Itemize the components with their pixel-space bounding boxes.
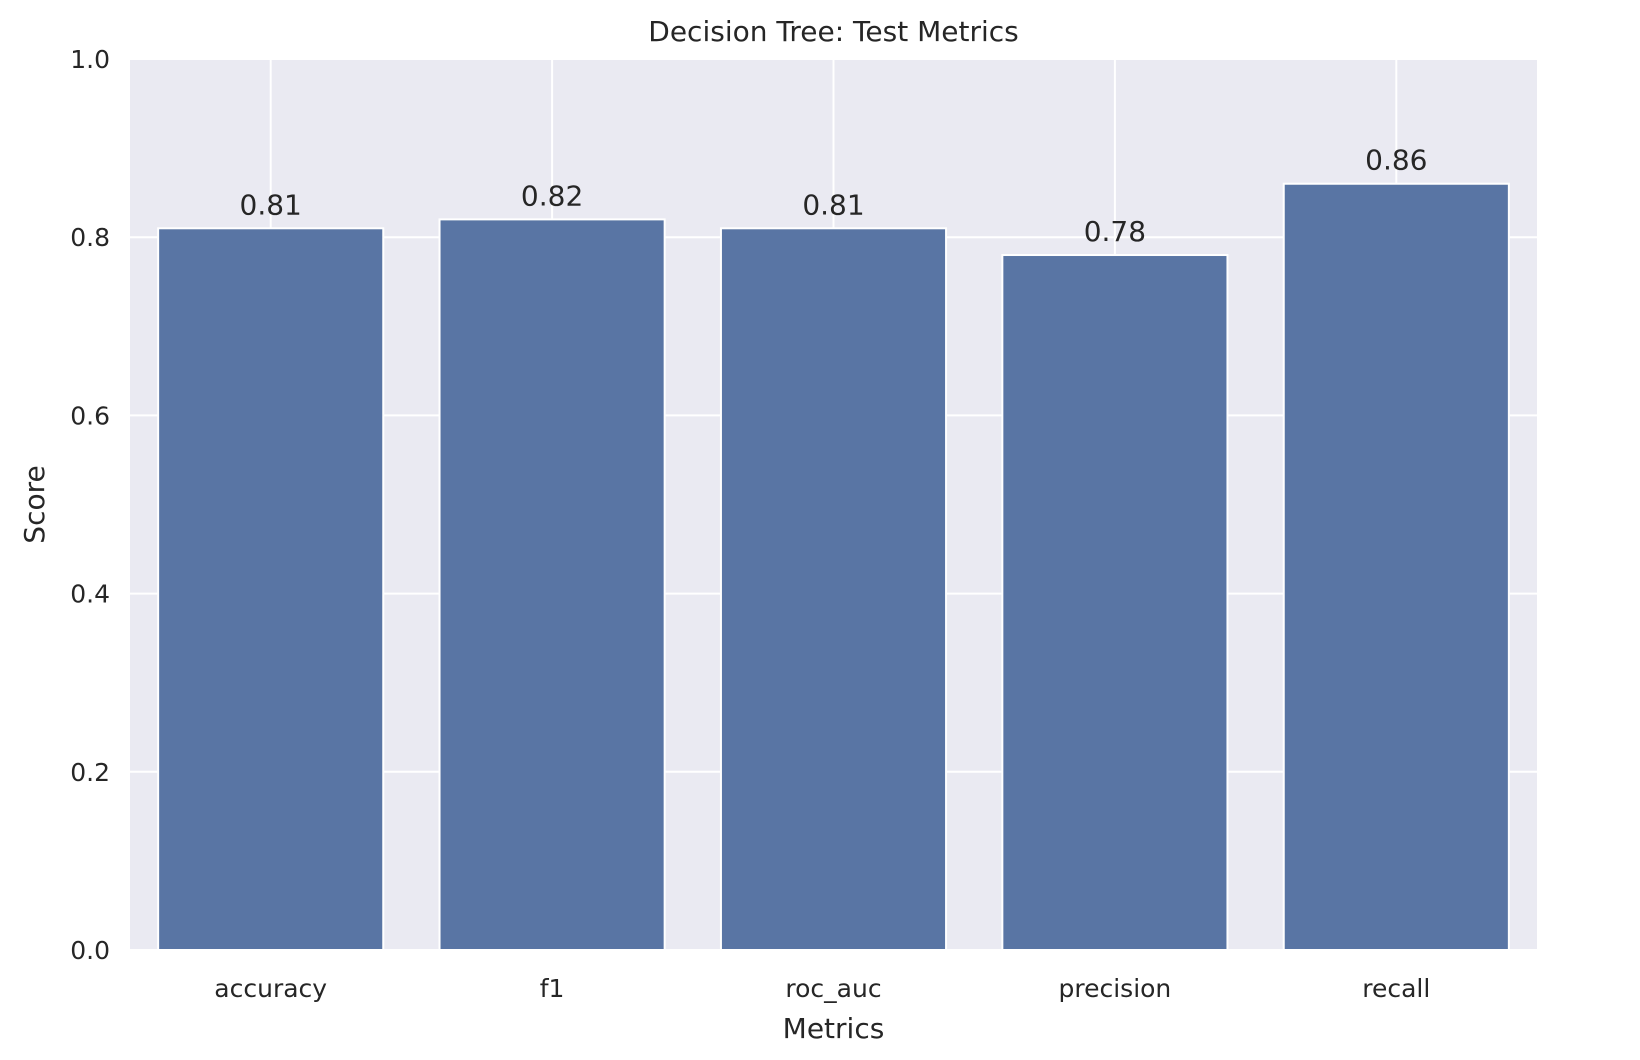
x-tick-label: roc_auc: [785, 974, 881, 1003]
bar-roc_auc: [719, 227, 948, 952]
y-tick-label: 0.8: [70, 223, 110, 252]
bars: [157, 182, 1510, 952]
data-label-f1: 0.82: [521, 179, 583, 212]
data-label-precision: 0.78: [1084, 215, 1146, 248]
y-tick-label: 0.2: [70, 758, 110, 787]
bar-accuracy: [157, 227, 385, 952]
y-tick-labels: 0.0 0.2 0.4 0.6 0.8 1.0: [70, 45, 110, 965]
bar-precision: [1001, 254, 1229, 951]
chart-title: Decision Tree: Test Metrics: [648, 15, 1018, 48]
y-axis-label: Score: [18, 465, 51, 543]
y-tick-label: 0.4: [70, 580, 110, 609]
x-tick-label: accuracy: [214, 974, 327, 1003]
y-tick-label: 0.0: [70, 936, 110, 965]
data-label-roc_auc: 0.81: [802, 188, 864, 221]
data-label-recall: 0.86: [1365, 144, 1427, 177]
value-labels: 0.81 0.82 0.81 0.78 0.86: [240, 144, 1428, 248]
x-tick-label: f1: [540, 974, 565, 1003]
x-axis-label: Metrics: [783, 1012, 885, 1045]
data-label-accuracy: 0.81: [240, 188, 302, 221]
y-tick-label: 1.0: [70, 45, 110, 74]
y-tick-label: 0.6: [70, 401, 110, 430]
x-tick-labels: accuracy f1 roc_auc precision recall: [214, 974, 1430, 1003]
bar-f1: [438, 218, 666, 951]
bar-recall: [1282, 182, 1510, 952]
x-tick-label: recall: [1362, 974, 1430, 1003]
x-tick-label: precision: [1059, 974, 1172, 1003]
